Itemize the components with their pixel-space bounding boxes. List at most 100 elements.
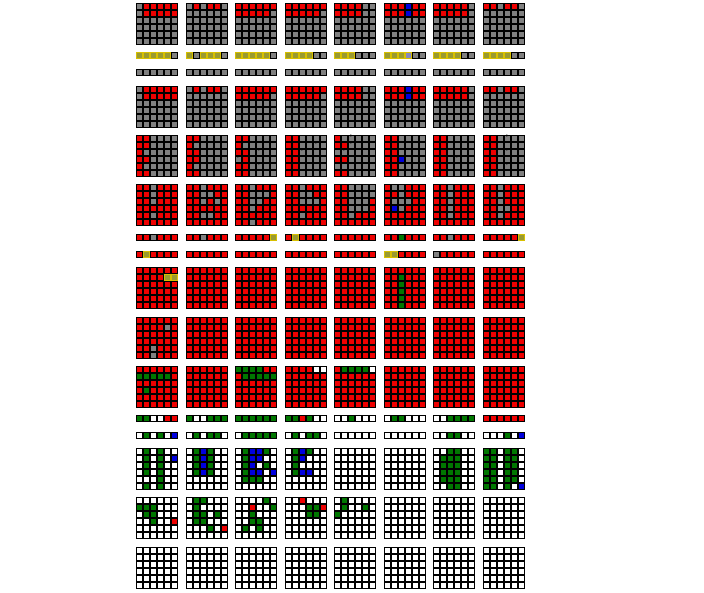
grid-cell [242, 448, 249, 455]
grid-cell [483, 10, 490, 17]
grid-cell [313, 324, 320, 331]
grid-cell [355, 295, 362, 302]
grid-cell [242, 31, 249, 38]
grid-panel-r12-c7 [433, 415, 475, 422]
grid-cell [468, 69, 475, 76]
grid-cell [207, 511, 214, 518]
grid-cell [454, 352, 461, 359]
grid-cell [221, 52, 228, 59]
grid-cell [306, 24, 313, 31]
grid-cell [235, 373, 242, 380]
grid-cell [419, 518, 426, 525]
grid-cell [362, 170, 369, 177]
grid-cell [235, 345, 242, 352]
grid-cell [384, 184, 391, 191]
grid-cell [171, 547, 178, 554]
grid-cell [292, 135, 299, 142]
grid-cell [433, 212, 440, 219]
grid-cell [419, 205, 426, 212]
grid-cell [306, 483, 313, 490]
grid-cell [313, 317, 320, 324]
grid-cell [391, 324, 398, 331]
grid-cell [362, 184, 369, 191]
grid-cell [186, 121, 193, 128]
grid-cell [369, 387, 376, 394]
grid-cell [157, 267, 164, 274]
grid-cell [362, 295, 369, 302]
grid-cell [270, 69, 277, 76]
grid-cell [497, 504, 504, 511]
grid-cell [320, 380, 327, 387]
grid-cell [419, 582, 426, 589]
grid-cell [483, 387, 490, 394]
grid-cell [369, 455, 376, 462]
grid-panel-r7-c8 [483, 234, 525, 241]
grid-cell [419, 170, 426, 177]
grid-cell [299, 142, 306, 149]
grid-cell [242, 149, 249, 156]
grid-cell [249, 547, 256, 554]
grid-cell [207, 295, 214, 302]
grid-cell [412, 170, 419, 177]
grid-cell [384, 302, 391, 309]
grid-cell [270, 163, 277, 170]
grid-cell [369, 338, 376, 345]
grid-cell [171, 198, 178, 205]
grid-cell [398, 394, 405, 401]
grid-cell [334, 518, 341, 525]
grid-cell [221, 338, 228, 345]
grid-cell [454, 100, 461, 107]
grid-cell [249, 267, 256, 274]
grid-cell [249, 345, 256, 352]
grid-cell [263, 401, 270, 408]
grid-cell [221, 107, 228, 114]
grid-cell [200, 3, 207, 10]
grid-cell [405, 338, 412, 345]
grid-cell [299, 401, 306, 408]
grid-cell [242, 281, 249, 288]
grid-cell [384, 373, 391, 380]
grid-cell [193, 497, 200, 504]
grid-cell [369, 170, 376, 177]
grid-cell [461, 267, 468, 274]
grid-cell [157, 52, 164, 59]
grid-cell [136, 107, 143, 114]
grid-cell [171, 205, 178, 212]
grid-cell [504, 251, 511, 258]
grid-cell [504, 324, 511, 331]
grid-cell [221, 324, 228, 331]
grid-panel-r9-c4 [285, 267, 327, 309]
grid-cell [391, 52, 398, 59]
grid-cell [454, 338, 461, 345]
grid-panel-r14-c6 [384, 448, 426, 490]
grid-cell [447, 24, 454, 31]
grid-cell [518, 469, 525, 476]
grid-cell [490, 100, 497, 107]
grid-cell [483, 497, 490, 504]
grid-cell [405, 568, 412, 575]
grid-cell [249, 532, 256, 539]
grid-cell [292, 554, 299, 561]
grid-cell [334, 415, 341, 422]
grid-panel-r3-c8 [483, 69, 525, 76]
grid-cell [391, 184, 398, 191]
grid-cell [483, 483, 490, 490]
grid-cell [150, 184, 157, 191]
grid-cell [313, 163, 320, 170]
grid-cell [320, 114, 327, 121]
grid-cell [419, 100, 426, 107]
grid-cell [440, 561, 447, 568]
grid-cell [447, 455, 454, 462]
grid-cell [242, 455, 249, 462]
grid-cell [207, 281, 214, 288]
grid-cell [207, 149, 214, 156]
grid-cell [391, 219, 398, 226]
grid-cell [504, 295, 511, 302]
grid-cell [214, 267, 221, 274]
grid-cell [306, 455, 313, 462]
grid-cell [518, 114, 525, 121]
grid-cell [150, 52, 157, 59]
grid-cell [157, 212, 164, 219]
grid-cell [270, 401, 277, 408]
grid-cell [440, 234, 447, 241]
